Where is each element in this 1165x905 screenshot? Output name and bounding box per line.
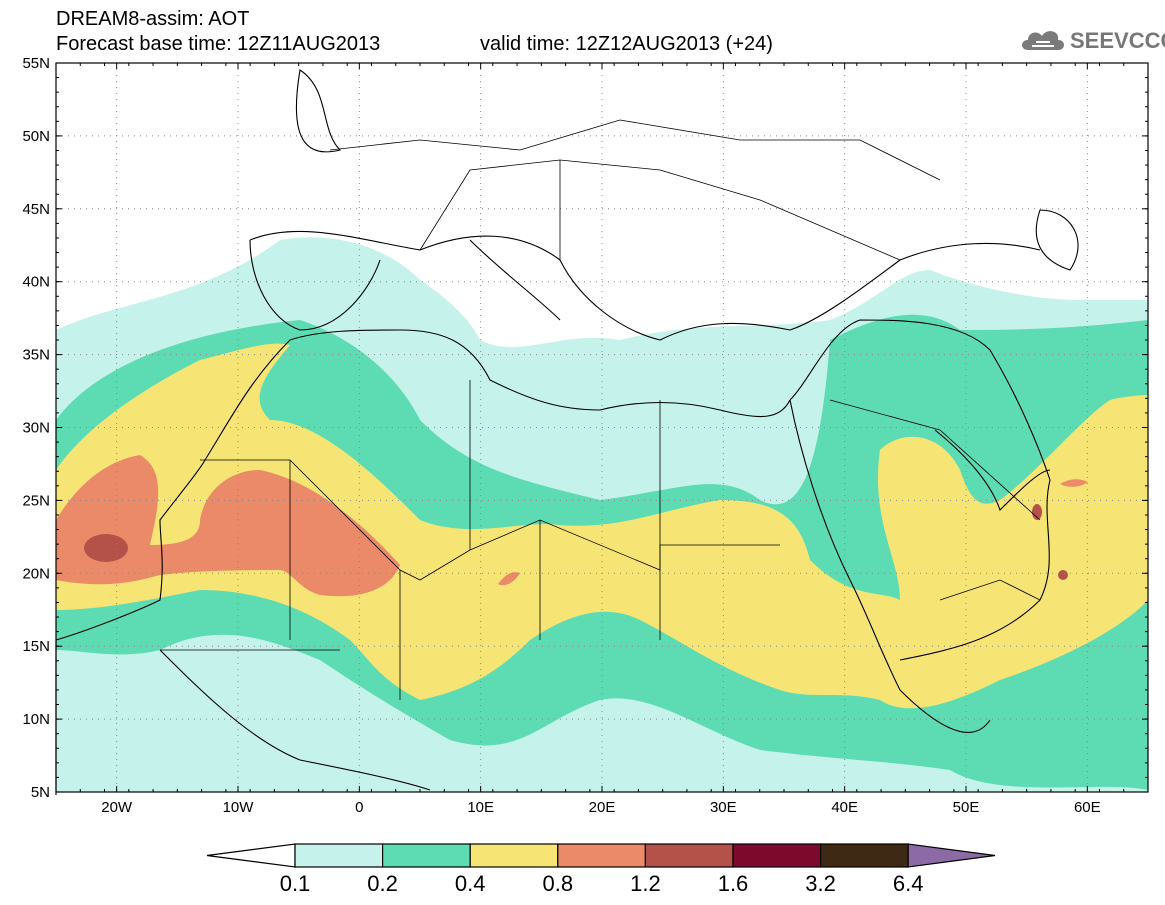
colorbar-segment [469,843,559,868]
lat-label: 45N [22,201,50,218]
lon-label: 40E [831,799,858,816]
aot-band-0-8 [56,455,400,597]
lon-label: 50E [953,799,980,816]
colorbar-segment [294,843,384,868]
coastline-gulf-guinea [159,649,431,791]
lat-label: 15N [22,638,50,655]
colorbar-label: 3.2 [805,871,836,896]
colorbar-label: 1.2 [630,871,661,896]
coastline-italy [469,239,561,321]
colorbar-label: 0.8 [542,871,574,896]
logo-text: SEEVCCC [1070,28,1165,53]
colorbar-under-arrow [206,843,296,868]
coastline-persian-gulf [934,429,1051,512]
lat-label: 40N [22,274,50,291]
colorbar-over-arrow [907,843,996,868]
lon-label: 20E [589,799,616,816]
lat-label: 30N [22,420,50,437]
lon-label: 60E [1074,799,1101,816]
map-grid [56,63,1148,792]
aot-band-1-2-patch [1058,570,1068,580]
valid-time: valid time: 12Z12AUG2013 (+24) [480,33,773,55]
coastline-caspian [1035,209,1079,271]
lat-label: 25N [22,492,50,509]
lon-label: 30E [710,799,737,816]
lat-label: 35N [22,347,50,364]
colorbar-label: 0.2 [367,871,398,896]
lat-label: 55N [22,55,50,72]
lat-label: 10N [22,711,50,728]
lon-label: 20W [101,799,133,816]
aot-band-0-8-patch [1060,479,1088,487]
axis-ticks [55,62,1149,793]
map-title: DREAM8-assim: AOT [56,8,250,30]
colorbar-segment [382,843,471,868]
colorbar-label: 0.1 [279,871,311,896]
colorbar-label: 0.4 [454,871,486,896]
longitude-labels: 20W 10W 0 10E 20E 30E 40E 50E 60E [101,799,1100,816]
colorbar-segment [819,843,909,868]
colorbar-label: 6.4 [892,871,924,896]
country-borders [160,119,1041,700]
aot-band-1-2 [84,534,128,562]
lat-label: 20N [22,565,50,582]
coastline-north-africa [55,329,791,795]
colorbar-segment [732,843,822,868]
colorbar-label: 1.6 [717,871,749,896]
coastline-iberia [249,239,381,331]
aot-band-1-2-patch [1032,504,1042,520]
colorbar [206,843,996,868]
seevccc-logo: SEEVCCC [1018,24,1165,56]
lat-label: 50N [22,128,50,145]
latitude-labels: 55N 50N 45N 40N 35N 30N 25N 20N 15N 10N 5N [22,55,50,801]
lon-label: 0 [355,799,363,816]
coastline-europe [249,230,1041,341]
coastline-uk [295,69,342,153]
coastline-red-sea [789,399,991,733]
cloud-icon [1022,31,1064,50]
colorbar-segment [557,843,646,868]
aot-band-0-8-patch [498,572,520,586]
lon-label: 10W [223,799,255,816]
lon-label: 10E [467,799,494,816]
forecast-base-time: Forecast base time: 12Z11AUG2013 [56,33,381,55]
coastlines [55,69,1079,795]
lat-label: 5N [31,784,50,801]
colorbar-segment [644,843,734,868]
coastline-arabia [789,319,1051,661]
